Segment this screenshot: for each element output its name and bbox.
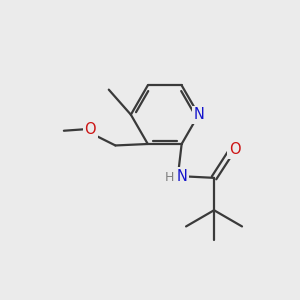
Text: O: O	[85, 122, 96, 137]
Text: H: H	[165, 171, 175, 184]
Text: O: O	[229, 142, 241, 158]
Text: N: N	[193, 107, 204, 122]
Text: N: N	[176, 169, 187, 184]
